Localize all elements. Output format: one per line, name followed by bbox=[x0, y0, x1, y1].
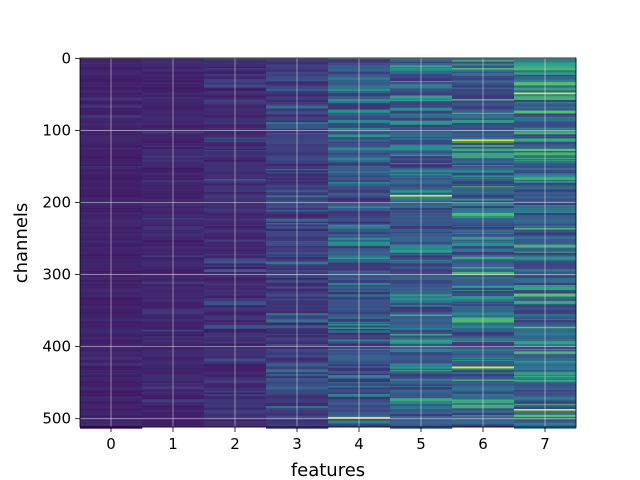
x-axis-label: features bbox=[291, 460, 365, 480]
y-tick-label: 400 bbox=[42, 338, 71, 356]
y-tick-label: 500 bbox=[42, 410, 71, 428]
y-axis-label: channels bbox=[11, 203, 32, 284]
y-axis-ticks: 0 100 200 300 400 500 bbox=[42, 49, 80, 428]
plot-frame bbox=[79, 57, 577, 428]
y-tick-label: 200 bbox=[42, 194, 71, 212]
x-tick-label: 0 bbox=[106, 435, 116, 453]
x-tick-label: 6 bbox=[478, 435, 488, 453]
x-tick-label: 3 bbox=[292, 435, 302, 453]
x-axis-ticks: 0 1 2 3 4 5 6 7 bbox=[106, 427, 550, 453]
y-tick-label: 0 bbox=[61, 49, 71, 67]
x-tick-label: 2 bbox=[230, 435, 240, 453]
x-tick-label: 4 bbox=[354, 435, 364, 453]
y-tick-label: 100 bbox=[42, 121, 71, 139]
x-tick-label: 1 bbox=[168, 435, 178, 453]
x-tick-label: 7 bbox=[540, 435, 550, 453]
y-tick-label: 300 bbox=[42, 266, 71, 284]
x-tick-label: 5 bbox=[416, 435, 426, 453]
heatmap-cells bbox=[80, 58, 577, 429]
